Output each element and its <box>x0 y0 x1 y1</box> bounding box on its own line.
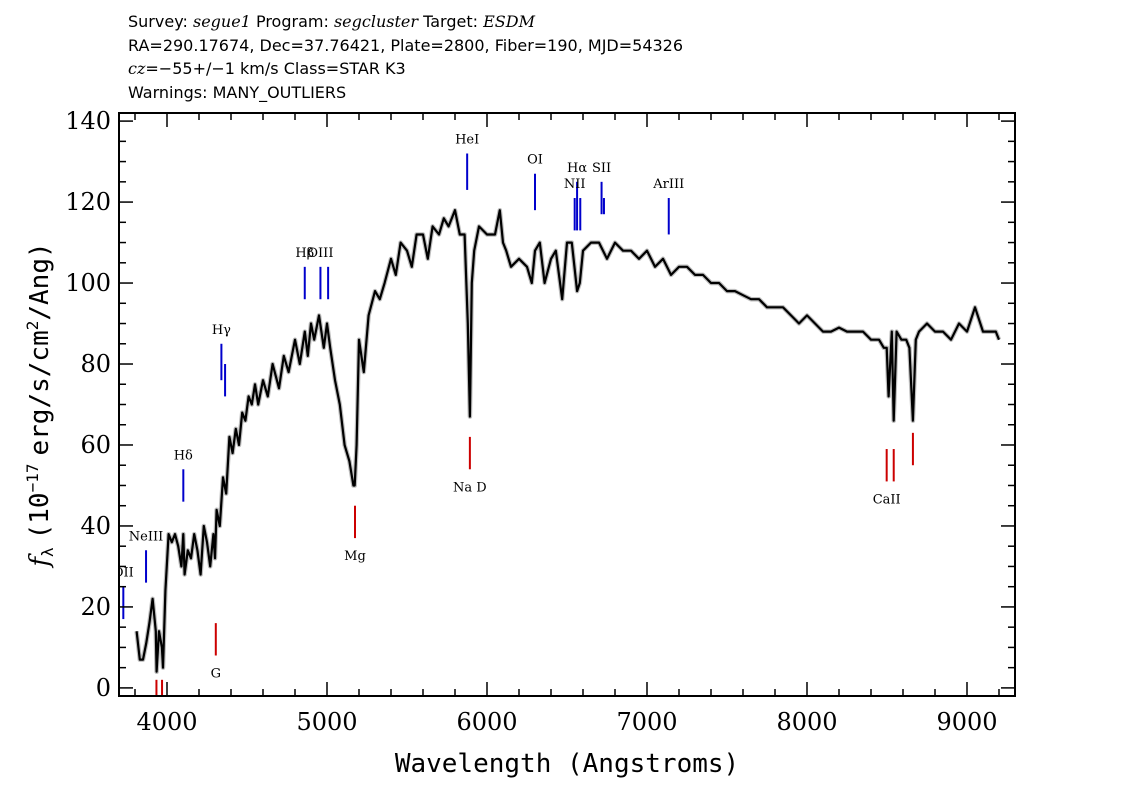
x-tick-label: 5000 <box>296 708 357 736</box>
target-label: Target: <box>423 12 478 31</box>
y-axis-subscript: λ <box>38 547 57 557</box>
y-tick-label: 140 <box>65 107 111 135</box>
y-tick-label: 100 <box>65 269 111 297</box>
y-axis-exponent: −17 <box>23 464 42 493</box>
survey-label: Survey: <box>128 12 188 31</box>
spectral-line-label: SII <box>592 161 611 176</box>
y-axis-close: /Ang) <box>25 242 55 320</box>
spectral-line-label: Hδ <box>174 448 193 463</box>
program-label: Program: <box>255 12 329 31</box>
y-tick-label: 40 <box>80 512 111 540</box>
spectral-line-label: CaII <box>873 492 901 507</box>
y-axis-unit: erg/s/cm <box>25 330 55 455</box>
spectral-line-label: Hγ <box>212 323 231 338</box>
x-tick-label: 4000 <box>136 708 197 736</box>
survey-value: segue1 <box>192 12 251 31</box>
spectral-line-label: OII <box>113 566 134 581</box>
y-tick-label: 80 <box>80 350 111 378</box>
y-tick-label: 120 <box>65 188 111 216</box>
y-axis-open: (10 <box>25 492 55 539</box>
y-axis-square: 2 <box>23 321 42 331</box>
spectral-line-label: G <box>211 667 221 682</box>
spectral-line-label: Hβ <box>295 246 314 261</box>
spectral-line-label: Na D <box>453 480 487 495</box>
x-tick-label: 9000 <box>936 708 997 736</box>
y-axis-title: fλ(10−17erg/s/cm2/Ang) <box>23 242 57 568</box>
spectral-line-label: Mg <box>344 549 366 564</box>
spectral-line-label: NII <box>564 177 586 192</box>
cz-text: =−55+/−1 km/s Class=STAR K3 <box>145 59 406 78</box>
x-tick-label: 6000 <box>456 708 517 736</box>
target-value: ESDM <box>483 12 535 31</box>
spectrum-error-band <box>134 207 1002 674</box>
spectral-line-label: NeIII <box>129 529 163 544</box>
header-line-warnings: Warnings: MANY_OUTLIERS <box>128 82 347 102</box>
spectrum-header: Survey: segue1 Program: segcluster Targe… <box>128 10 683 104</box>
y-tick-label: 60 <box>80 431 111 459</box>
y-tick-label: 0 <box>96 674 111 702</box>
spectral-line-label: Hα <box>567 161 587 176</box>
x-tick-label: 8000 <box>776 708 837 736</box>
header-line-redshift: cz=−55+/−1 km/s Class=STAR K3 <box>128 57 683 81</box>
plot-area <box>134 207 1002 674</box>
spectrum-flux-line <box>135 209 1001 673</box>
spectral-line-label: ArIII <box>652 177 684 192</box>
header-line-survey: Survey: segue1 Program: segcluster Targe… <box>128 10 683 34</box>
spectral-line-label: OI <box>527 153 543 168</box>
program-value: segcluster <box>333 12 419 31</box>
spectral-line-label: OIII <box>307 246 333 261</box>
x-tick-label: 7000 <box>616 708 677 736</box>
header-line-coordinates: RA=290.17674, Dec=37.76421, Plate=2800, … <box>128 35 684 55</box>
spectral-line-label: HeI <box>455 132 479 147</box>
axes: 4000 5000 6000 7000 8000 9000 0 20 40 60 80 100 120 1… <box>65 107 1015 736</box>
x-axis-title: Wavelength (Angstroms) <box>395 749 739 779</box>
y-tick-label: 20 <box>80 593 111 621</box>
cz-label: cz <box>128 59 146 78</box>
